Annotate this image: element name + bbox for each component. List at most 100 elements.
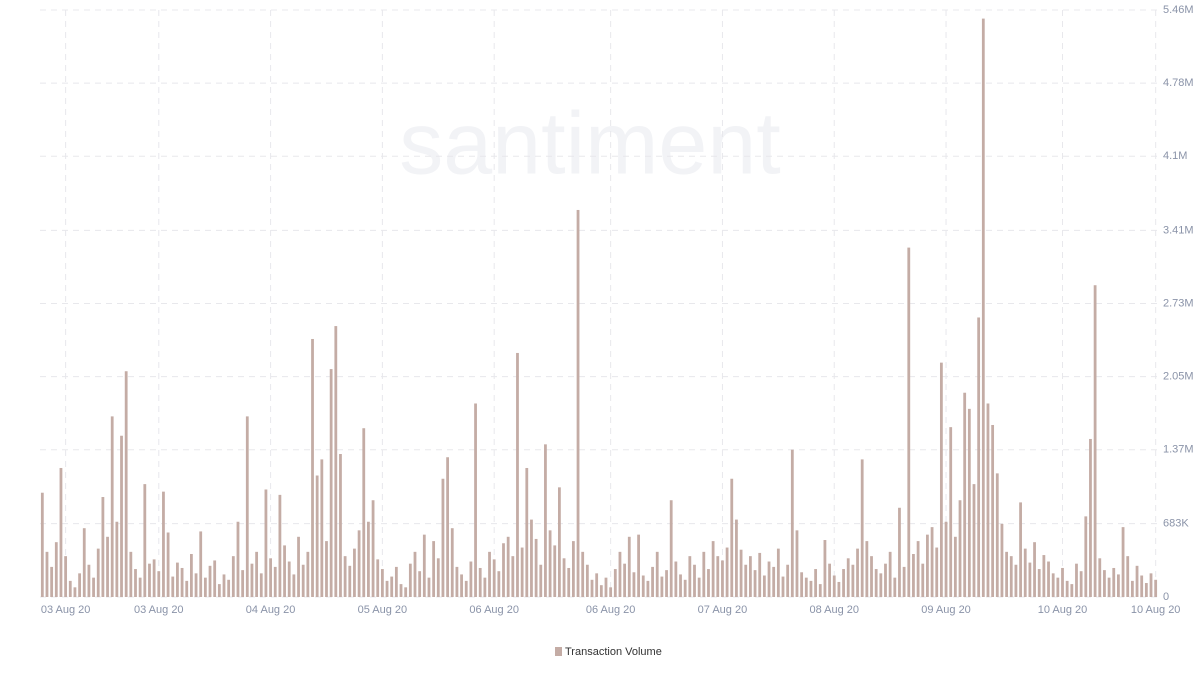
bar xyxy=(208,565,212,597)
bar xyxy=(697,577,701,597)
bar xyxy=(404,587,408,597)
bar xyxy=(944,521,948,597)
bar xyxy=(856,548,859,597)
bar xyxy=(1051,573,1055,597)
bar xyxy=(874,569,878,597)
bar xyxy=(958,500,962,597)
bar xyxy=(269,558,272,597)
bar xyxy=(879,573,883,597)
bar xyxy=(311,338,314,597)
bar xyxy=(301,564,305,597)
bar xyxy=(152,559,156,597)
bar xyxy=(786,564,790,597)
bar xyxy=(1009,556,1013,597)
bar xyxy=(1079,571,1083,597)
bar xyxy=(599,585,603,597)
bar xyxy=(64,556,68,597)
bar xyxy=(488,551,491,597)
bar xyxy=(926,534,929,597)
bar xyxy=(818,584,822,597)
bar xyxy=(1075,563,1078,597)
x-tick-label: 03 Aug 20 xyxy=(134,604,184,616)
bar xyxy=(860,459,864,597)
bar xyxy=(912,553,915,597)
legend-swatch xyxy=(555,647,562,656)
x-tick-label: 04 Aug 20 xyxy=(246,604,296,616)
x-tick-label: 10 Aug 20 xyxy=(1131,604,1181,616)
bar xyxy=(702,551,706,597)
bar xyxy=(739,549,743,597)
bar xyxy=(795,530,799,597)
bar xyxy=(991,424,995,597)
bar xyxy=(1033,542,1036,597)
bar xyxy=(963,392,967,597)
bar xyxy=(907,247,911,597)
bar xyxy=(967,408,971,597)
x-tick-label: 06 Aug 20 xyxy=(586,604,636,616)
y-tick-label: 5.46M xyxy=(1163,4,1194,16)
bar xyxy=(851,564,855,597)
bar xyxy=(469,561,473,597)
bar xyxy=(483,577,487,597)
y-tick-label: 1.37M xyxy=(1163,444,1194,456)
bar xyxy=(162,491,165,597)
bar xyxy=(446,457,450,597)
bar xyxy=(511,556,515,597)
bar xyxy=(502,543,505,597)
bar xyxy=(1103,570,1106,597)
bar xyxy=(516,352,519,597)
bar xyxy=(935,547,939,597)
x-tick-label: 03 Aug 20 xyxy=(41,604,91,616)
bar xyxy=(1130,580,1134,597)
bar xyxy=(721,560,724,597)
bar xyxy=(916,541,920,597)
x-tick-label: 05 Aug 20 xyxy=(358,604,408,616)
bar xyxy=(548,530,552,597)
bar xyxy=(185,580,189,597)
bar xyxy=(576,209,580,597)
bar xyxy=(273,566,277,597)
bar xyxy=(92,577,95,597)
bar xyxy=(222,574,226,597)
bar xyxy=(604,577,608,597)
bar xyxy=(422,534,426,597)
bar xyxy=(865,541,869,597)
bar xyxy=(176,562,179,597)
bar xyxy=(329,369,333,597)
bar xyxy=(380,569,384,597)
bar xyxy=(78,573,81,597)
bar xyxy=(432,541,436,597)
y-tick-label: 3.41M xyxy=(1163,224,1194,236)
bar xyxy=(506,536,510,597)
bar xyxy=(250,563,254,597)
bar xyxy=(762,575,766,597)
y-tick-label: 2.05M xyxy=(1163,371,1194,383)
bar xyxy=(693,564,696,597)
bar xyxy=(371,500,375,597)
watermark: santiment xyxy=(399,93,781,192)
bar xyxy=(744,564,748,597)
bar xyxy=(436,558,440,597)
bar xyxy=(390,576,394,597)
bar xyxy=(809,580,813,597)
bar xyxy=(641,575,645,597)
bar xyxy=(474,403,477,597)
bar xyxy=(399,584,403,597)
bar xyxy=(1121,527,1125,597)
bar xyxy=(921,563,925,597)
bar xyxy=(953,536,957,597)
bar xyxy=(530,519,533,597)
y-tick-label: 683K xyxy=(1163,517,1189,529)
bar xyxy=(348,565,352,597)
bar xyxy=(376,559,380,597)
bar xyxy=(558,487,561,597)
bar xyxy=(655,551,659,597)
bar xyxy=(1019,502,1022,597)
bar xyxy=(972,484,976,597)
bar xyxy=(73,587,77,597)
bar xyxy=(236,521,240,597)
bar xyxy=(166,532,170,597)
x-tick-label: 10 Aug 20 xyxy=(1038,604,1088,616)
bar xyxy=(534,538,538,597)
